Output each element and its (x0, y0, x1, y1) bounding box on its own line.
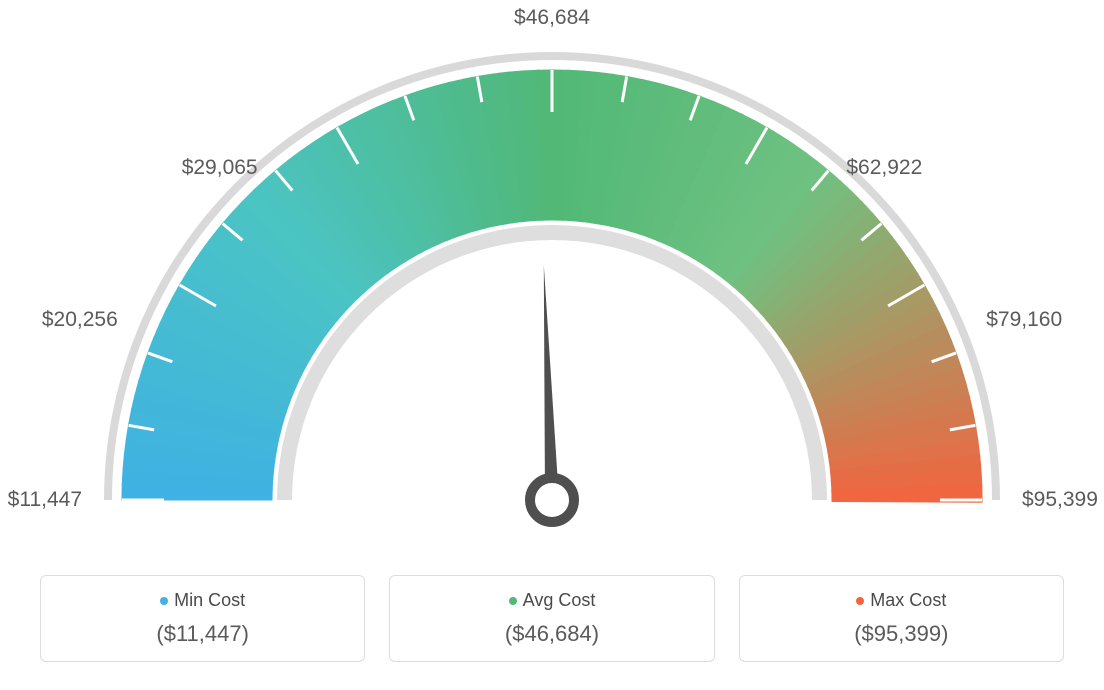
gauge: $11,447 $20,256 $29,065 $46,684 $62,922 $79,1… (0, 0, 1104, 560)
max-cost-card: Max Cost ($95,399) (739, 575, 1064, 662)
avg-cost-value: ($46,684) (400, 621, 703, 647)
avg-cost-title: Avg Cost (400, 590, 703, 611)
gauge-svg (0, 0, 1104, 560)
gauge-tick-label: $62,922 (846, 156, 922, 180)
min-cost-label: Min Cost (174, 590, 245, 610)
gauge-tick-label: $95,399 (1022, 488, 1098, 512)
dot-icon (160, 597, 168, 605)
max-cost-label: Max Cost (870, 590, 946, 610)
gauge-tick-label: $79,160 (986, 308, 1062, 332)
min-cost-card: Min Cost ($11,447) (40, 575, 365, 662)
gauge-tick-label: $11,447 (8, 488, 82, 512)
max-cost-value: ($95,399) (750, 621, 1053, 647)
gauge-tick-label: $20,256 (42, 308, 118, 332)
avg-cost-card: Avg Cost ($46,684) (389, 575, 714, 662)
gauge-tick-label: $46,684 (514, 6, 590, 30)
cost-gauge-widget: $11,447 $20,256 $29,065 $46,684 $62,922 $79,1… (0, 0, 1104, 690)
max-cost-title: Max Cost (750, 590, 1053, 611)
gauge-tick-label: $29,065 (182, 156, 258, 180)
dot-icon (856, 597, 864, 605)
min-cost-value: ($11,447) (51, 621, 354, 647)
dot-icon (509, 597, 517, 605)
summary-cards: Min Cost ($11,447) Avg Cost ($46,684) Ma… (40, 575, 1064, 662)
min-cost-title: Min Cost (51, 590, 354, 611)
avg-cost-label: Avg Cost (523, 590, 596, 610)
